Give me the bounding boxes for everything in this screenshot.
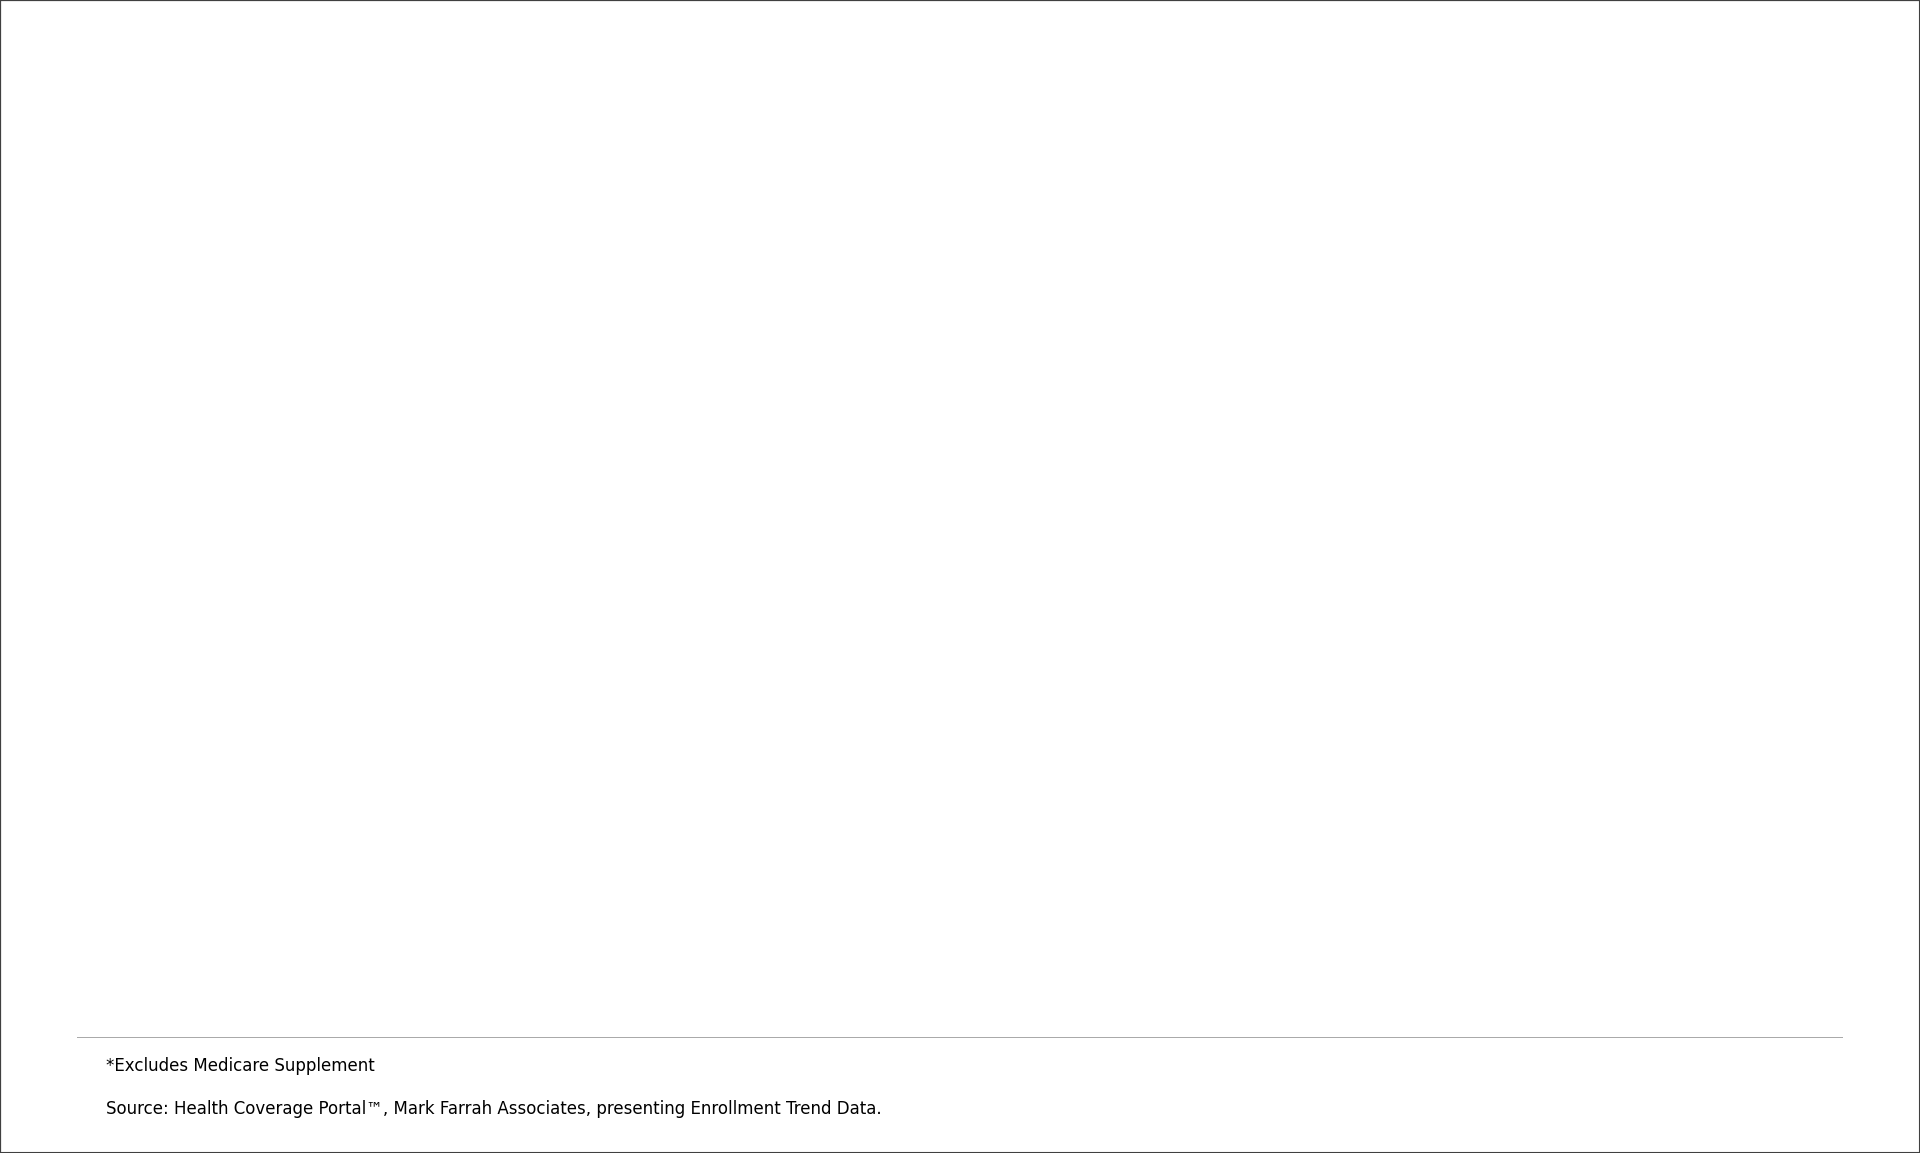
Bar <box>1569 672 1601 800</box>
Bar <box>436 730 468 800</box>
Bar <box>831 512 864 800</box>
Bar <box>1323 621 1356 800</box>
Text: Source: Health Coverage Portal™, Mark Farrah Associates, presenting Enrollment T: Source: Health Coverage Portal™, Mark Fa… <box>106 1100 881 1118</box>
Bar <box>1782 202 1814 800</box>
Legend: 4Q17, 4Q18, 4Q19, 4Q20, 4Q21: 4Q17, 4Q18, 4Q19, 4Q20, 4Q21 <box>710 937 1329 972</box>
Bar <box>223 738 255 800</box>
Bar <box>468 733 501 800</box>
Bar <box>927 535 960 800</box>
Bar <box>405 731 436 800</box>
Bar <box>1142 763 1173 800</box>
Bar <box>1290 635 1323 800</box>
Bar <box>1751 265 1782 800</box>
Bar <box>255 738 288 800</box>
Bar <box>714 555 747 800</box>
Bar <box>1473 699 1505 800</box>
Bar <box>1686 242 1718 800</box>
Bar <box>1814 174 1847 800</box>
Bar <box>1718 256 1751 800</box>
Bar <box>618 551 651 800</box>
Bar <box>651 553 682 800</box>
Bar <box>897 526 927 800</box>
Bar <box>747 562 778 800</box>
Bar <box>1044 768 1077 800</box>
Bar <box>1601 649 1632 800</box>
Bar <box>1386 594 1419 800</box>
Bar <box>1260 645 1290 800</box>
Bar <box>1110 764 1142 800</box>
Bar <box>1356 603 1386 800</box>
Bar <box>682 551 714 800</box>
Bar <box>1536 698 1569 800</box>
Title: BCBS vs. Non-BCBS, Key Enrollment Segments, 2017 - 2021: BCBS vs. Non-BCBS, Key Enrollment Segmen… <box>518 15 1519 48</box>
Bar <box>319 730 351 800</box>
Bar <box>1173 755 1206 800</box>
Bar <box>1077 763 1110 800</box>
Bar <box>960 545 993 800</box>
Text: *Excludes Medicare Supplement: *Excludes Medicare Supplement <box>106 1056 374 1075</box>
Bar <box>864 517 897 800</box>
Bar <box>288 734 319 800</box>
Bar <box>1505 699 1536 800</box>
Bar <box>192 726 223 800</box>
Bar <box>501 726 534 800</box>
Bar <box>534 716 564 800</box>
